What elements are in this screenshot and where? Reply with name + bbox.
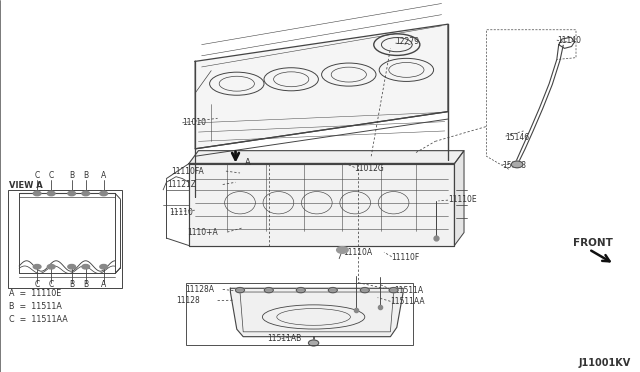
Text: 11128A: 11128A [186, 285, 214, 294]
Circle shape [389, 288, 398, 293]
Text: 11110FA: 11110FA [172, 167, 204, 176]
Text: C  =  11511AA: C = 11511AA [9, 315, 68, 324]
Polygon shape [230, 288, 403, 337]
Polygon shape [189, 151, 464, 164]
Text: 11511A: 11511A [394, 286, 424, 295]
Circle shape [82, 264, 90, 269]
Text: B: B [69, 171, 74, 180]
Circle shape [47, 264, 55, 269]
Circle shape [296, 288, 305, 293]
Text: B: B [69, 280, 74, 289]
Circle shape [33, 264, 41, 269]
Text: C: C [49, 171, 54, 180]
Polygon shape [195, 24, 448, 149]
Circle shape [68, 191, 76, 196]
Text: A: A [101, 280, 106, 289]
Text: C: C [35, 280, 40, 289]
Text: 15146: 15146 [506, 133, 530, 142]
Text: 12279: 12279 [396, 37, 420, 46]
Polygon shape [454, 151, 464, 246]
Text: B  =  11511A: B = 11511A [9, 302, 62, 311]
Text: 11110E: 11110E [448, 195, 477, 203]
Text: 11110: 11110 [169, 208, 193, 217]
Circle shape [68, 264, 76, 269]
Circle shape [264, 288, 273, 293]
Text: B: B [83, 280, 88, 289]
Text: 15148: 15148 [502, 161, 526, 170]
Circle shape [328, 288, 337, 293]
Text: B: B [83, 171, 88, 180]
Circle shape [511, 161, 523, 168]
Text: A: A [244, 158, 250, 167]
Text: 11121Z: 11121Z [168, 180, 196, 189]
Text: VIEW A: VIEW A [9, 181, 43, 190]
Text: 11140: 11140 [557, 36, 581, 45]
Bar [186, 283, 413, 345]
Text: FRONT: FRONT [573, 238, 612, 247]
Text: C: C [49, 280, 54, 289]
Text: A  =  11110E: A = 11110E [9, 289, 61, 298]
Text: 11511AB: 11511AB [268, 334, 302, 343]
Bar [8, 190, 122, 288]
Text: C: C [35, 171, 40, 180]
Text: 11511AA: 11511AA [390, 297, 425, 306]
Circle shape [47, 191, 55, 196]
Polygon shape [189, 164, 454, 246]
Text: 11012G: 11012G [355, 164, 384, 173]
Text: 11110A: 11110A [343, 248, 372, 257]
Circle shape [100, 264, 108, 269]
Text: 11010: 11010 [182, 118, 206, 127]
Text: A: A [101, 171, 106, 180]
Circle shape [236, 288, 244, 293]
Circle shape [337, 247, 348, 253]
Circle shape [308, 340, 319, 346]
Text: 11110F: 11110F [392, 253, 420, 262]
Text: J11001KV: J11001KV [578, 358, 630, 368]
Text: 1110+A: 1110+A [188, 228, 218, 237]
Text: 11128: 11128 [177, 296, 200, 305]
Circle shape [100, 191, 108, 196]
Circle shape [33, 191, 41, 196]
Circle shape [360, 288, 369, 293]
Circle shape [82, 191, 90, 196]
